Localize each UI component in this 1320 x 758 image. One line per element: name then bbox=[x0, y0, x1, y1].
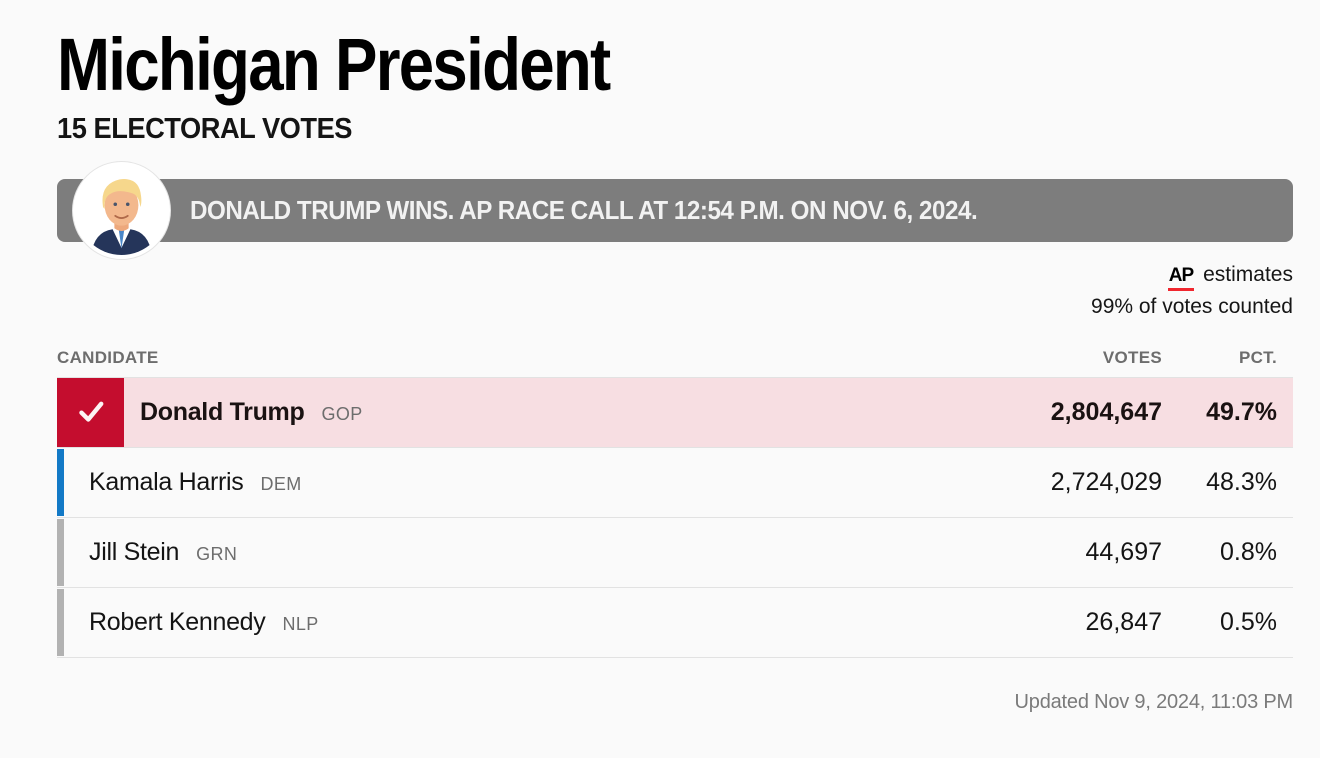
party-accent-bar bbox=[57, 588, 64, 656]
header-candidate: CANDIDATE bbox=[57, 347, 159, 367]
candidate-name: Donald Trump bbox=[140, 397, 305, 426]
party-accent-bar bbox=[57, 518, 64, 586]
results-table: CANDIDATE VOTES PCT. Donald Trump GOP 2,… bbox=[57, 348, 1293, 658]
trump-portrait-illustration bbox=[77, 166, 166, 256]
candidate-row: Kamala Harris DEM 2,724,029 48.3% bbox=[57, 448, 1293, 518]
results-header-row: CANDIDATE VOTES PCT. bbox=[57, 348, 1293, 378]
race-call-text: DONALD TRUMP WINS. AP RACE CALL AT 12:54… bbox=[190, 195, 978, 226]
candidate-row: Donald Trump GOP 2,804,647 49.7% bbox=[57, 377, 1293, 448]
header-votes: VOTES bbox=[1102, 347, 1162, 367]
trump-photo bbox=[73, 162, 170, 260]
page-title: Michigan President bbox=[57, 23, 611, 106]
pct-value: 0.8% bbox=[1220, 537, 1277, 566]
party-label: DEM bbox=[260, 473, 302, 494]
ap-estimates-line: AP estimates bbox=[57, 259, 1293, 292]
updated-timestamp: Updated Nov 9, 2024, 11:03 PM bbox=[1014, 690, 1294, 713]
header-pct: PCT. bbox=[1238, 347, 1277, 367]
pct-value: 0.5% bbox=[1220, 607, 1277, 636]
party-label: GOP bbox=[321, 403, 363, 424]
candidate-name: Kamala Harris bbox=[89, 467, 244, 496]
estimates-label: estimates bbox=[1203, 263, 1293, 287]
ap-logo: AP bbox=[1167, 266, 1194, 292]
party-label: NLP bbox=[282, 613, 319, 634]
party-accent-bar bbox=[57, 448, 64, 516]
pct-value: 49.7% bbox=[1206, 397, 1277, 426]
candidate-name: Robert Kennedy bbox=[89, 607, 266, 636]
votes-value: 2,804,647 bbox=[1050, 397, 1162, 426]
electoral-votes-subtitle: 15 ELECTORAL VOTES bbox=[57, 113, 353, 146]
race-results-page: Michigan President 15 ELECTORAL VOTES DO… bbox=[57, 23, 1294, 714]
pct-value: 48.3% bbox=[1206, 467, 1277, 496]
results-rows: Donald Trump GOP 2,804,647 49.7% Kamala … bbox=[57, 377, 1293, 658]
candidate-name-cell: Robert Kennedy NLP bbox=[64, 608, 942, 637]
votes-value: 2,724,029 bbox=[1050, 467, 1162, 496]
candidate-name-cell: Kamala Harris DEM bbox=[64, 468, 942, 497]
votes-counted-label: 99% of votes counted bbox=[1091, 295, 1293, 319]
candidate-name-cell: Jill Stein GRN bbox=[64, 538, 942, 567]
party-accent-bar bbox=[57, 377, 124, 447]
winner-check-icon bbox=[78, 401, 103, 423]
candidate-row: Robert Kennedy NLP 26,847 0.5% bbox=[57, 588, 1293, 658]
votes-value: 26,847 bbox=[1085, 607, 1162, 636]
ap-estimates-block: AP estimates 99% of votes counted bbox=[57, 259, 1293, 322]
candidate-name: Jill Stein bbox=[89, 537, 180, 566]
candidate-name-cell: Donald Trump GOP bbox=[124, 398, 942, 427]
win-banner: DONALD TRUMP WINS. AP RACE CALL AT 12:54… bbox=[57, 162, 1293, 260]
candidate-row: Jill Stein GRN 44,697 0.8% bbox=[57, 518, 1293, 588]
party-label: GRN bbox=[196, 543, 238, 564]
votes-value: 44,697 bbox=[1085, 537, 1162, 566]
